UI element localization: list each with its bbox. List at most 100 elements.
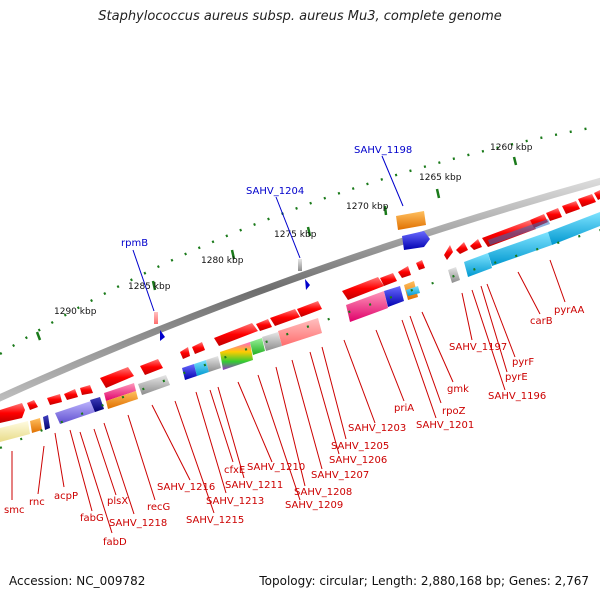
- scale-major-tick: [230, 249, 236, 260]
- gene-label-SAHV_1205[interactable]: SAHV_1205: [331, 441, 389, 452]
- gene-label-SAHV_1197[interactable]: SAHV_1197: [449, 342, 507, 353]
- feature-bar: [55, 400, 98, 424]
- gene-arrow: [256, 319, 272, 331]
- scale-label-1290: 1290 kbp: [54, 307, 97, 317]
- scale-label-1280: 1280 kbp: [201, 256, 244, 266]
- gene-arrow: [100, 367, 134, 388]
- gene-label-acpP[interactable]: acpP: [54, 491, 78, 502]
- gene-label-rpmB[interactable]: rpmB: [121, 238, 148, 249]
- gene-label-priA[interactable]: priA: [394, 403, 414, 414]
- gene-label-rpoZ[interactable]: rpoZ: [442, 406, 466, 417]
- feature-bar: [250, 338, 265, 355]
- bottom-gene-labels: smc rnc acpP fabG fabD plsX SAHV_1218 re…: [4, 305, 584, 548]
- gene-label-SAHV_1204[interactable]: SAHV_1204: [246, 186, 304, 197]
- gene-label-recG[interactable]: recG: [147, 502, 170, 513]
- gene-arrow: [380, 273, 397, 286]
- gene-label-SAHV_1210[interactable]: SAHV_1210: [247, 462, 305, 473]
- feature-bar: [43, 415, 50, 430]
- top-features: [154, 211, 430, 341]
- genome-summary: Topology: circular; Length: 2,880,168 bp…: [259, 574, 589, 588]
- gene-arrow: [27, 400, 38, 410]
- feature-bar: [220, 342, 253, 370]
- feature-bar: [0, 421, 30, 442]
- gene-arrow: [546, 208, 562, 221]
- scale-major-tick: [512, 156, 518, 166]
- scale-label-1270: 1270 kbp: [346, 202, 389, 212]
- gene-label-SAHV_1213[interactable]: SAHV_1213: [206, 496, 264, 507]
- lower-scale-arc: [0, 228, 600, 450]
- feature-bar: [182, 364, 197, 380]
- scale-major-tick: [151, 280, 157, 291]
- scale-label-1265: 1265 kbp: [419, 173, 462, 183]
- gene-label-SAHV_1207[interactable]: SAHV_1207: [311, 470, 369, 481]
- gene-label-pyrF[interactable]: pyrF: [512, 357, 534, 368]
- feature-bar: [90, 397, 104, 412]
- scale-arc-line: [0, 126, 591, 356]
- gene-label-SAHV_1216[interactable]: SAHV_1216: [157, 482, 215, 493]
- gene-label-rnc[interactable]: rnc: [29, 497, 45, 508]
- gene-arrow: [444, 245, 453, 260]
- gene-arrow: [456, 242, 468, 254]
- scale-arc: [0, 126, 591, 356]
- feature-SAHV_1198-blue: [402, 231, 430, 250]
- accession: Accession: NC_009782: [9, 574, 146, 588]
- gene-arrow: [180, 347, 190, 359]
- feature-SAHV_1204: [298, 259, 302, 271]
- scale-label-1275: 1275 kbp: [274, 230, 317, 240]
- feature-rpmB: [154, 312, 158, 324]
- gene-arrow: [297, 301, 322, 317]
- gene-label-SAHV_1201[interactable]: SAHV_1201: [416, 420, 474, 431]
- gene-label-SAHV_1208[interactable]: SAHV_1208: [294, 487, 352, 498]
- gene-arrow: [140, 359, 163, 375]
- scale-major-tick: [435, 188, 441, 199]
- gene-label-gmk[interactable]: gmk: [447, 384, 469, 395]
- feature-bar: [206, 356, 221, 372]
- feature-SAHV_1198-orange: [396, 211, 426, 230]
- scale-labels: 1290 kbp 1285 kbp 1280 kbp 1275 kbp 1270…: [54, 143, 533, 317]
- gene-label-SAHV_1215[interactable]: SAHV_1215: [186, 515, 244, 526]
- top-gene-labels: rpmB SAHV_1204 SAHV_1198: [121, 145, 412, 249]
- gene-arrow: [416, 260, 425, 270]
- gene-label-SAHV_1209[interactable]: SAHV_1209: [285, 500, 343, 511]
- gene-label-plsX[interactable]: plsX: [107, 496, 128, 507]
- feature-bars: [0, 212, 600, 442]
- gene-arrow: [0, 403, 25, 423]
- gene-label-fabD[interactable]: fabD: [103, 537, 127, 548]
- gene-label-SAHV_1206[interactable]: SAHV_1206: [329, 455, 387, 466]
- feature-bar: [278, 318, 322, 346]
- scale-major-tick: [306, 226, 312, 237]
- gene-arrow: [562, 201, 580, 214]
- gene-label-carB[interactable]: carB: [530, 316, 553, 327]
- scale-label-1285: 1285 kbp: [128, 282, 171, 292]
- gene-arrow: [398, 266, 411, 278]
- gene-label-fabG[interactable]: fabG: [80, 513, 104, 524]
- gene-label-SAHV_1211[interactable]: SAHV_1211: [225, 480, 283, 491]
- feature-rpmB-arrow: [160, 330, 165, 341]
- feature-bar: [384, 286, 404, 307]
- gene-label-pyrE[interactable]: pyrE: [505, 372, 528, 383]
- gene-arrow: [594, 190, 600, 200]
- gene-arrow: [192, 342, 205, 354]
- gene-arrow: [47, 394, 62, 405]
- feature-bar: [138, 375, 170, 395]
- gene-label-SAHV_1218[interactable]: SAHV_1218: [109, 518, 167, 529]
- genome-backbone: [0, 177, 600, 402]
- gene-label-pyrAA[interactable]: pyrAA: [554, 305, 584, 316]
- feature-bar: [262, 332, 282, 351]
- feature-bar: [346, 291, 388, 322]
- gene-label-SAHV_1203[interactable]: SAHV_1203: [348, 423, 406, 434]
- top-callouts: [132, 155, 404, 312]
- scale-major-tick: [383, 205, 388, 216]
- gene-arrow: [342, 277, 384, 300]
- feature-bar: [104, 383, 136, 401]
- gene-arrow: [270, 309, 300, 326]
- gene-arrow: [80, 385, 93, 395]
- gene-label-smc[interactable]: smc: [4, 505, 24, 516]
- feature-bar: [30, 418, 42, 433]
- gene-label-cfxE[interactable]: cfxE: [224, 465, 245, 476]
- gene-label-SAHV_1196[interactable]: SAHV_1196: [488, 391, 546, 402]
- gene-label-SAHV_1198[interactable]: SAHV_1198: [354, 145, 412, 156]
- genome-title: Staphylococcus aureus subsp. aureus Mu3,…: [98, 9, 502, 24]
- feature-SAHV_1204-arrow: [305, 279, 310, 290]
